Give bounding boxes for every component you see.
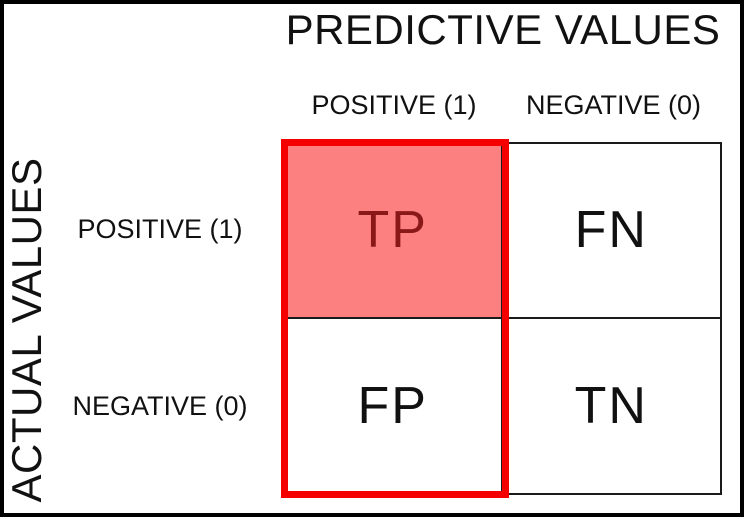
cell-false-positive: FP bbox=[285, 318, 503, 493]
cell-false-negative: FN bbox=[502, 144, 720, 319]
actual-values-axis-label: ACTUAL VALUES bbox=[3, 157, 50, 503]
confusion-matrix-grid: TP FN FP TN bbox=[283, 142, 722, 495]
row-header-positive: POSITIVE (1) bbox=[77, 214, 243, 244]
predictive-values-title: PREDICTIVE VALUES bbox=[285, 6, 721, 53]
column-header-positive: POSITIVE (1) bbox=[311, 90, 477, 120]
column-header-negative: NEGATIVE (0) bbox=[525, 90, 702, 120]
cell-true-positive: TP bbox=[285, 144, 503, 319]
cell-true-negative: TN bbox=[502, 318, 720, 493]
row-header-negative: NEGATIVE (0) bbox=[72, 391, 248, 421]
